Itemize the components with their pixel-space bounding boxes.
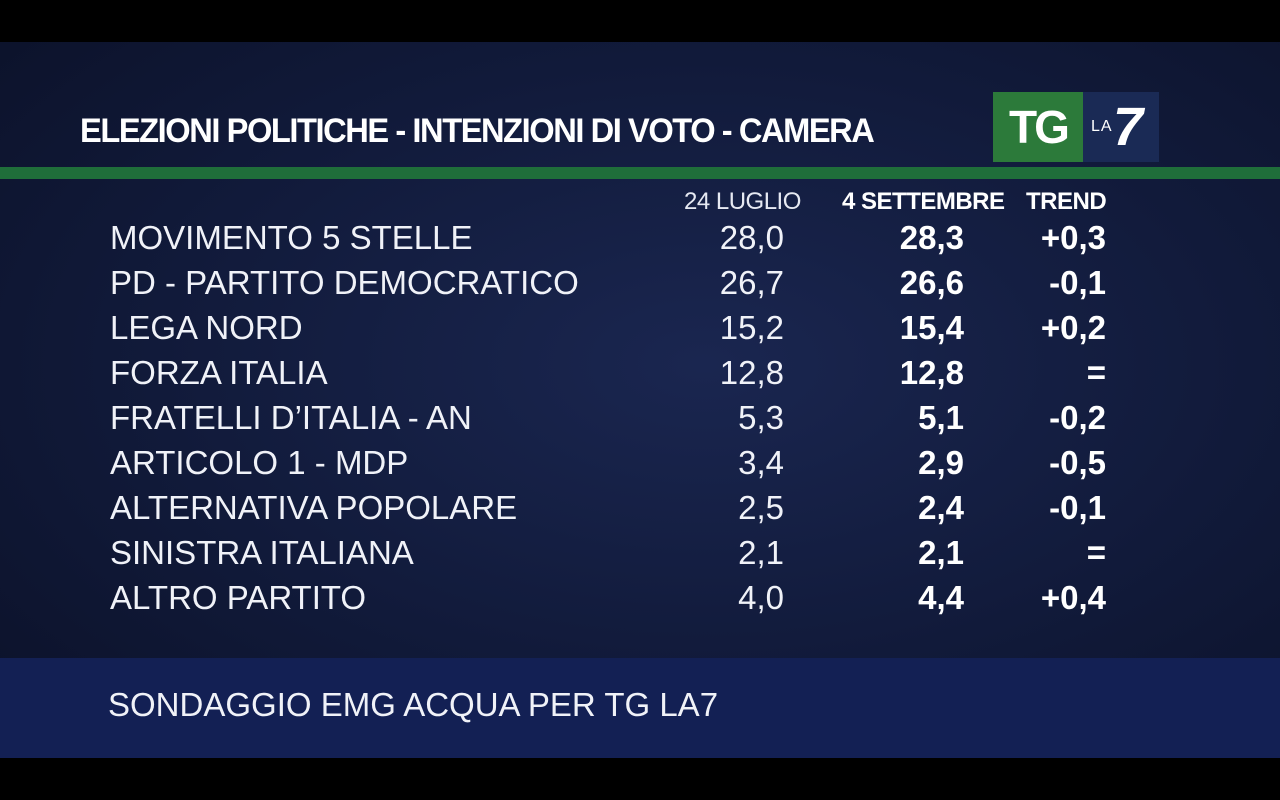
value-4-settembre: 26,6 [899,264,964,301]
value-4-settembre: 15,4 [899,309,964,346]
party-name: ARTICOLO 1 - MDP [110,444,409,481]
table-row: SINISTRA ITALIANA 2,1 2,1 = [0,531,1280,575]
footer-bar [0,658,1280,758]
value-24-luglio: 2,1 [738,534,784,571]
value-24-luglio: 4,0 [738,579,784,616]
party-name: SINISTRA ITALIANA [110,534,414,571]
logo-7: 7 [1113,97,1144,157]
value-4-settembre: 2,4 [918,489,964,526]
party-name: ALTRO PARTITO [110,579,367,616]
column-header-4-settembre: 4 SETTEMBRE [842,188,1005,215]
trend-value: -0,5 [1049,444,1106,481]
trend-value: -0,1 [1049,264,1106,301]
party-name: FORZA ITALIA [110,354,328,391]
value-24-luglio: 3,4 [738,444,784,481]
trend-value: +0,3 [1040,219,1106,256]
table-row: LEGA NORD 15,2 15,4 +0,2 [0,306,1280,350]
value-24-luglio: 5,3 [738,399,784,436]
table-row: FRATELLI D’ITALIA - AN 5,3 5,1 -0,2 [0,396,1280,440]
logo-tg: TG [993,92,1083,162]
value-24-luglio: 26,7 [719,264,784,301]
trend-value: +0,4 [1040,579,1106,616]
table-row: PD - PARTITO DEMOCRATICO 26,7 26,6 -0,1 [0,261,1280,305]
value-4-settembre: 12,8 [899,354,964,391]
value-4-settembre: 2,9 [918,444,964,481]
party-name: ALTERNATIVA POPOLARE [110,489,518,526]
trend-value: -0,2 [1049,399,1106,436]
value-4-settembre: 4,4 [918,579,964,616]
table-row: ALTRO PARTITO 4,0 4,4 +0,4 [0,576,1280,620]
tg-la7-logo: TG LA 7 [993,92,1159,162]
source-note: SONDAGGIO EMG ACQUA PER TG LA7 [108,686,719,723]
party-name: FRATELLI D’ITALIA - AN [110,399,472,436]
party-name: MOVIMENTO 5 STELLE [110,219,473,256]
title-underline [0,167,1280,179]
trend-value: = [1086,534,1106,571]
value-24-luglio: 28,0 [719,219,784,256]
party-name: LEGA NORD [110,309,303,346]
value-24-luglio: 2,5 [738,489,784,526]
value-24-luglio: 12,8 [719,354,784,391]
value-24-luglio: 15,2 [719,309,784,346]
table-row: FORZA ITALIA 12,8 12,8 = [0,351,1280,395]
trend-value: = [1086,354,1106,391]
column-header-trend: TREND [1026,188,1107,215]
column-header-24-luglio: 24 LUGLIO [684,188,801,215]
trend-value: -0,1 [1049,489,1106,526]
logo-la7: LA 7 [1083,92,1159,162]
chart-title: ELEZIONI POLITICHE - INTENZIONI DI VOTO … [80,112,875,150]
value-4-settembre: 5,1 [918,399,964,436]
value-4-settembre: 28,3 [899,219,964,256]
value-4-settembre: 2,1 [918,534,964,571]
table-row: ALTERNATIVA POPOLARE 2,5 2,4 -0,1 [0,486,1280,530]
trend-value: +0,2 [1040,309,1106,346]
table-row: ARTICOLO 1 - MDP 3,4 2,9 -0,5 [0,441,1280,485]
party-name: PD - PARTITO DEMOCRATICO [110,264,579,301]
table-row: MOVIMENTO 5 STELLE 28,0 28,3 +0,3 [0,216,1280,260]
logo-la: LA [1091,118,1113,135]
